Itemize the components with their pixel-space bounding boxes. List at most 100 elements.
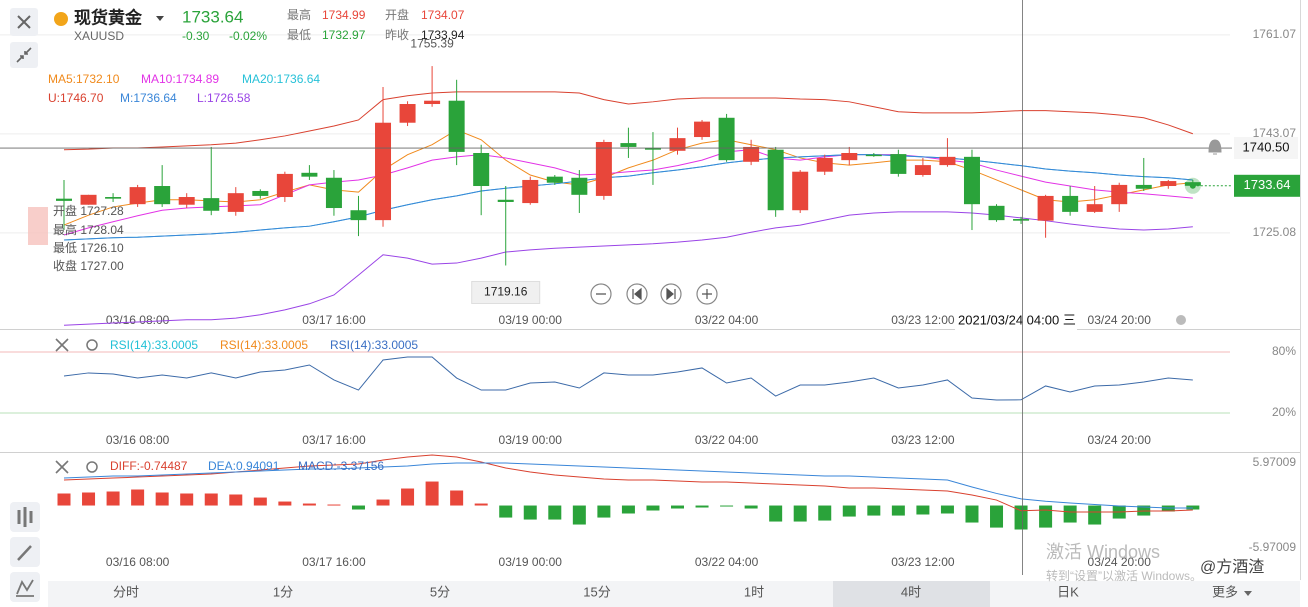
candle-body (375, 122, 392, 221)
last-price-label: 1733.64 (1244, 177, 1291, 192)
macd-bar (597, 505, 611, 518)
dropdown-arrow[interactable] (156, 16, 164, 21)
legend-entry: MA5:1732.10 (48, 72, 120, 86)
tab[interactable]: 更多 (1212, 584, 1238, 599)
zoom-controls (590, 283, 718, 305)
macd-bar (940, 505, 954, 514)
watermark: 激活 Windows (1046, 542, 1160, 562)
quote-label: 开盘 (385, 7, 409, 22)
indicator-line (63, 454, 1193, 513)
candle-body (890, 154, 907, 174)
close-indicator[interactable] (55, 460, 69, 474)
legend-entry: M:1736.64 (120, 91, 177, 105)
macd-bar (180, 493, 194, 506)
tab[interactable]: 分时 (113, 584, 139, 599)
indicator-settings[interactable] (86, 461, 98, 473)
macd-bar (621, 505, 635, 514)
candle-body (914, 165, 931, 176)
tab[interactable]: 1时 (744, 584, 764, 599)
quote-value: 1734.07 (421, 8, 465, 22)
legend-entry: RSI(14):33.0005 (220, 338, 308, 352)
legend-entry: U:1746.70 (48, 91, 104, 105)
macd-bar (401, 488, 415, 506)
close-indicator[interactable] (55, 338, 69, 352)
candle-body (105, 197, 122, 199)
candle-body (644, 148, 661, 150)
indicator-line (63, 211, 1193, 326)
candle-body (80, 194, 97, 205)
macd-bar (351, 505, 365, 510)
candle-body (718, 117, 735, 161)
tooltip-row: 最低 1726.10 (53, 241, 124, 255)
macd-bar (965, 505, 979, 523)
x-tick-label: 03/24 20:00 (1088, 433, 1152, 447)
indicator-settings[interactable] (86, 339, 98, 351)
candle-body (1013, 219, 1030, 221)
tab[interactable]: 15分 (583, 584, 610, 599)
candle-body (694, 121, 711, 138)
legend-entry: MACD:-3.37156 (298, 459, 384, 473)
scroll-glyphs (632, 287, 676, 301)
macd-bar (376, 499, 390, 506)
alert-bell[interactable] (1208, 139, 1222, 155)
indicator-line (63, 129, 1193, 226)
tab[interactable]: 日K (1057, 584, 1079, 599)
x-tick-label: 03/16 08:00 (106, 433, 170, 447)
signature: @方酒渣 (1200, 558, 1264, 576)
candle-body (1111, 184, 1128, 205)
settings-dot[interactable] (1176, 315, 1186, 325)
legend-entry: L:1726.58 (197, 91, 251, 105)
x-tick-label: 03/17 16:00 (302, 433, 366, 447)
candle-body (276, 173, 293, 198)
x-tick-label: 03/22 04:00 (695, 433, 759, 447)
tool-icon (16, 579, 34, 597)
crosshair-price-box (1234, 137, 1298, 160)
candle-body (252, 190, 269, 196)
x-tick-label: 03/17 16:00 (302, 555, 366, 569)
macd-bar (57, 493, 71, 506)
candle-body (546, 176, 563, 183)
last-price-dot (1189, 182, 1196, 189)
macd-bar (720, 505, 734, 507)
x-tick-label: 03/23 12:00 (891, 555, 955, 569)
quote-value: 1732.97 (322, 28, 366, 42)
candle-body (669, 138, 686, 151)
tooltip-row: 收盘 1727.00 (53, 258, 124, 273)
candle-body (1062, 195, 1079, 212)
timeframe-bar (48, 581, 1300, 607)
macd-bar (1014, 505, 1028, 530)
macd-bar (155, 492, 169, 506)
gold-icon (54, 12, 68, 26)
y-tick-label: -5.97009 (1249, 540, 1297, 554)
y-tick-label: 80% (1272, 344, 1296, 358)
x-tick-label: 03/23 12:00 (891, 313, 955, 327)
macd-bar (450, 490, 464, 506)
indicator-line (63, 462, 1193, 509)
plot-layer: 1761.07 1743.07 1725.08 03/16 08:00 03/17 16… (0, 27, 1300, 569)
legend-entry: DIFF:-0.74487 (110, 459, 188, 473)
tab[interactable]: 5分 (430, 584, 450, 599)
macd-bar (695, 505, 709, 508)
shrink-button[interactable] (10, 42, 38, 68)
candle-body (424, 100, 441, 105)
zoom-glyphs (596, 289, 712, 299)
candle-body (841, 152, 858, 161)
indicator-line (63, 149, 1193, 236)
macd-bar (990, 505, 1004, 528)
x-tick-label: 03/22 04:00 (695, 313, 759, 327)
candle-body (816, 157, 833, 172)
macd-bar (867, 505, 881, 516)
macd-bar (499, 505, 513, 518)
candle-body (350, 210, 367, 221)
x-tick-label: 03/19 00:00 (499, 313, 563, 327)
macd-bar (229, 494, 243, 506)
candle-body (1037, 195, 1054, 221)
macd-bar (744, 505, 758, 509)
tab[interactable]: 1分 (273, 584, 293, 599)
candle-body (571, 177, 588, 195)
tab[interactable]: 4时 (901, 584, 921, 599)
candle-body (497, 199, 514, 202)
candle-body (522, 179, 539, 204)
